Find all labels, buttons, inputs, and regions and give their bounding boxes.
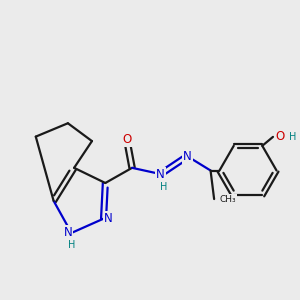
Text: N: N <box>183 150 192 163</box>
Text: CH₃: CH₃ <box>220 194 236 203</box>
Text: O: O <box>122 133 131 146</box>
Text: N: N <box>64 226 72 239</box>
Text: N: N <box>156 168 165 181</box>
Text: H: H <box>289 132 296 142</box>
Text: H: H <box>68 239 75 250</box>
Text: H: H <box>160 182 168 192</box>
Text: O: O <box>275 130 285 143</box>
Text: N: N <box>103 212 112 225</box>
